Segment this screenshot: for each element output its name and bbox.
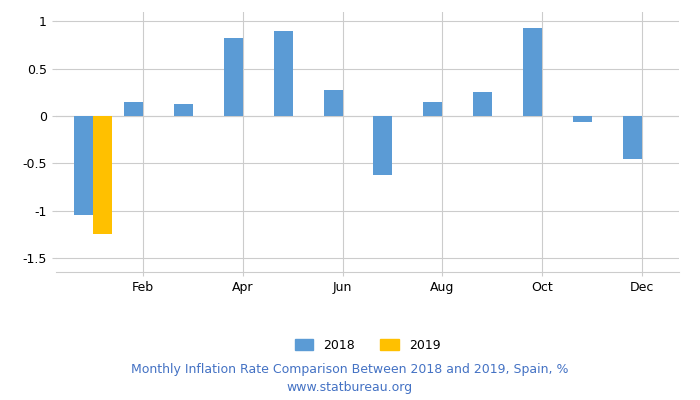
Bar	[274, 31, 293, 116]
Bar	[523, 28, 542, 116]
Bar	[623, 116, 642, 158]
Bar	[174, 104, 193, 116]
Bar	[573, 116, 591, 122]
Bar	[224, 38, 243, 116]
Bar	[93, 116, 112, 234]
Legend: 2018, 2019: 2018, 2019	[290, 334, 445, 357]
Bar	[125, 102, 144, 116]
Bar	[374, 116, 393, 175]
Text: www.statbureau.org: www.statbureau.org	[287, 382, 413, 394]
Bar	[473, 92, 492, 116]
Text: Monthly Inflation Rate Comparison Between 2018 and 2019, Spain, %: Monthly Inflation Rate Comparison Betwee…	[132, 364, 568, 376]
Bar	[74, 116, 93, 215]
Bar	[424, 102, 442, 116]
Bar	[323, 90, 342, 116]
